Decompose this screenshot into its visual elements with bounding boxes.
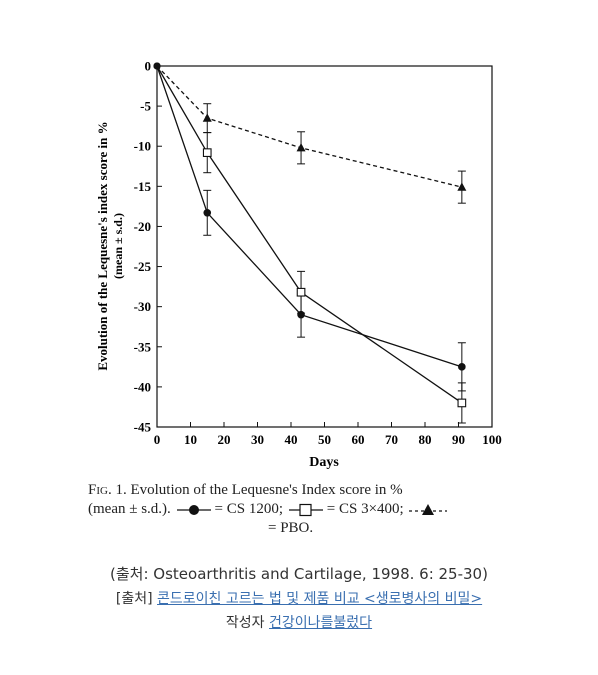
post-source-prefix: [출처] [115,591,153,607]
series-layer [153,62,467,424]
x-tick-label: 10 [184,432,197,447]
legend-cs1200-symbol [176,504,211,515]
data-point [296,287,306,297]
figure-caption-line1: Fig. 1. Evolution of the Lequesne's Inde… [88,481,403,499]
y-tick-label: -35 [134,339,152,354]
data-point [458,363,466,371]
series-2 [153,62,467,424]
post-source-line: [출처] 콘드로이친 고르는 법 및 제품 비교 <생로병사의 비밀> [0,588,598,608]
figure-label: Fig. 1. [88,482,127,498]
series-line [156,65,463,368]
x-tick-label: 70 [385,432,398,447]
y-axis-label-line1: Evolution of the Lequesne's index score … [95,121,110,370]
y-tick-label: -5 [140,99,151,114]
figure-caption-line2: (mean ± s.d.). = CS 1200; = CS 3×400; [88,500,449,518]
x-tick-label: 0 [154,432,161,447]
y-tick-label: -25 [134,259,152,274]
x-tick-label: 20 [218,432,231,447]
data-point [202,148,212,157]
y-tick-label: -40 [134,379,151,394]
author-line: 작성자 건강이나를불렀다 [0,612,598,632]
series-line [156,65,463,188]
data-point [203,209,212,217]
legend-cs1200-label: CS 1200; [226,501,284,517]
axes: 0 10 20 30 40 50 60 70 80 90 100 0 -5 -10 -15 -20 -25 -30… [134,59,502,448]
data-point [457,398,467,408]
figure-title: Evolution of the Lequesne's Index score … [130,482,403,498]
x-tick-label: 50 [318,432,331,447]
y-axis-label-line2: (mean ± s.d.) [111,213,125,279]
chart: 0 10 20 30 40 50 60 70 80 90 100 0 -5 -10 -15 -20 -25 -30… [95,59,502,471]
legend-eq-2: = [326,501,336,517]
chart-svg: 0 10 20 30 40 50 60 70 80 90 100 0 -5 -10 -15 -20 -25 -30… [95,59,502,471]
x-tick-label: 90 [452,432,465,447]
y-tick-label: -20 [134,219,151,234]
figure-caption-line3: = PBO. [268,519,313,537]
y-tick-label: -45 [134,420,152,435]
x-tick-label: 40 [285,432,298,447]
legend-pbo-symbol [409,503,448,515]
legend-cs3x400-label: CS 3×400; [339,501,404,517]
y-tick-label: -10 [134,139,151,154]
legend-cs3x400-symbol [288,503,323,516]
y-tick-label: -30 [134,299,151,314]
caption-mean-sd: (mean ± s.d.). [88,501,171,517]
legend-eq-1: = [214,501,224,517]
legend-pbo-label: = PBO. [268,520,314,536]
data-point [153,62,161,70]
data-point [457,182,467,191]
x-tick-label: 30 [251,432,264,447]
x-axis-label: Days [309,455,339,470]
series-3 [153,62,467,204]
y-tick-label: -15 [134,179,152,194]
data-point [296,143,306,152]
x-tick-label: 60 [352,432,365,447]
author-link[interactable]: 건강이나를불렀다 [269,615,373,631]
x-tick-label: 80 [419,432,432,447]
series-line [156,65,463,404]
post-source-link[interactable]: 콘드로이친 고르는 법 및 제품 비교 <생로병사의 비밀> [157,591,483,607]
author-prefix: 작성자 [225,615,265,631]
y-tick-label: 0 [145,59,152,74]
x-tick-label: 100 [482,432,502,447]
data-point [202,113,212,122]
source-citation: (출처: Osteoarthritis and Cartilage, 1998.… [110,565,488,583]
